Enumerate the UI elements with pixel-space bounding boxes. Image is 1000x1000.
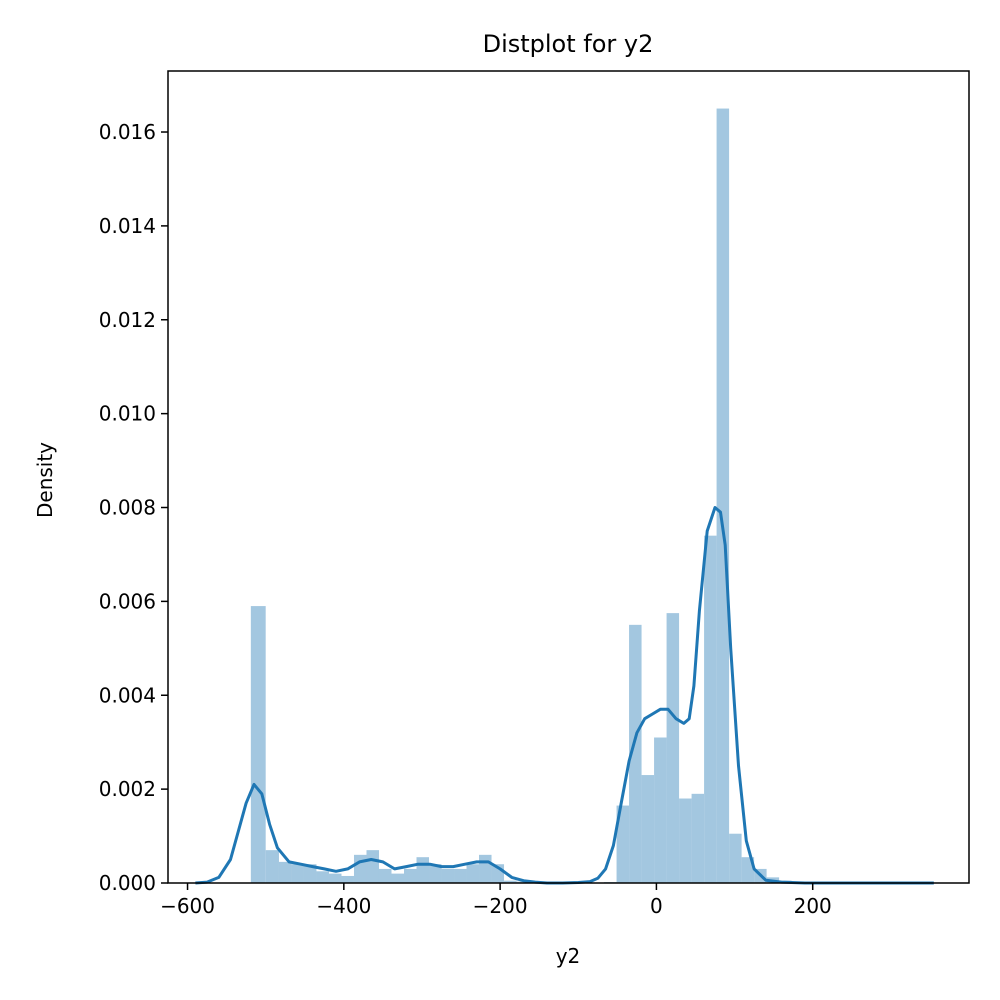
histogram-bar-32	[654, 737, 667, 883]
x-tick-label-4: 200	[794, 894, 832, 918]
histogram-bar-39	[741, 857, 755, 883]
axes-frame	[167, 70, 970, 884]
histogram-bar-15	[441, 868, 455, 883]
histogram-bar-2	[278, 861, 292, 883]
histogram-bar-33	[666, 613, 680, 883]
x-tick-label-1: −400	[316, 894, 371, 918]
y-axis: 0.000 0.002 0.004 0.006 0.008 0.010 0.012 0.014…	[99, 120, 168, 895]
chart-title: Distplot for y2	[483, 30, 654, 58]
histogram-bar-18	[479, 854, 492, 883]
histogram-bar-4	[303, 864, 317, 883]
y-tick-label-2: 0.004	[99, 683, 156, 707]
histogram-bar-8	[353, 854, 367, 883]
y-tick-label-6: 0.012	[99, 308, 156, 332]
histogram-bars	[250, 108, 934, 883]
histogram-bar-10	[378, 868, 392, 883]
histogram-bar-38	[729, 833, 742, 883]
y-tick-label-1: 0.002	[99, 777, 156, 801]
x-axis: −600 −400 −200 0 200	[160, 883, 832, 918]
histogram-bar-31	[641, 775, 655, 883]
histogram-bar-7	[341, 875, 354, 883]
histogram-bar-9	[366, 850, 379, 883]
x-tick-label-3: 0	[650, 894, 663, 918]
histogram-bar-30	[629, 624, 642, 883]
histogram-bar-37	[716, 108, 730, 883]
histogram-bar-29	[616, 805, 630, 883]
y-tick-label-7: 0.014	[99, 214, 156, 238]
histogram-bar-14	[429, 864, 442, 883]
histogram-bar-6	[328, 873, 342, 883]
plot-area	[167, 70, 970, 885]
histogram-bar-20	[504, 880, 517, 883]
histogram-bar-36	[704, 535, 717, 883]
x-tick-label-2: −200	[473, 894, 528, 918]
y-tick-label-0: 0.000	[99, 871, 156, 895]
y-tick-label-8: 0.016	[99, 120, 156, 144]
histogram-bar-35	[691, 793, 705, 883]
histogram-bar-34	[679, 798, 692, 883]
kde-curve	[195, 506, 934, 885]
y-tick-label-3: 0.006	[99, 589, 156, 613]
histogram-bar-3	[291, 864, 304, 883]
histogram-bar-0	[250, 606, 266, 883]
histogram-bar-12	[404, 868, 417, 883]
x-axis-label: y2	[556, 944, 581, 968]
y-tick-label-4: 0.008	[99, 496, 156, 520]
histogram-bar-17	[466, 864, 480, 883]
histogram-bar-5	[316, 871, 329, 883]
histogram-bar-16	[454, 868, 467, 883]
histogram-bar-11	[391, 873, 405, 883]
y-axis-label: Density	[33, 442, 57, 518]
histogram-bar-1	[265, 850, 279, 883]
x-tick-label-0: −600	[160, 894, 215, 918]
y-tick-label-5: 0.010	[99, 402, 156, 426]
histogram-bar-13	[416, 857, 430, 883]
